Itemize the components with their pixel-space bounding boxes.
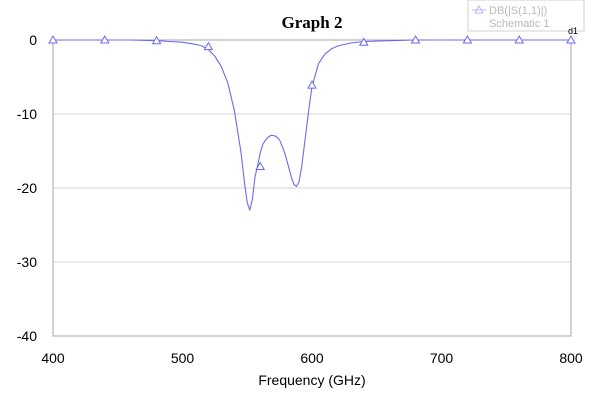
plot-frame bbox=[52, 39, 572, 337]
data-point-marker[interactable] bbox=[410, 34, 421, 44]
legend-series-name: DB(|S(1,1)|) bbox=[489, 5, 547, 17]
x-tick-label-4: 800 bbox=[559, 350, 583, 366]
data-point-marker[interactable] bbox=[99, 34, 110, 44]
y-tick-label-1: -10 bbox=[17, 106, 37, 122]
x-axis-label: Frequency (GHz) bbox=[258, 372, 365, 388]
legend[interactable]: DB(|S(1,1)|) Schematic 1 bbox=[467, 0, 585, 32]
marker-tag-d1: d1 bbox=[568, 26, 578, 36]
y-tick-label-3: -30 bbox=[17, 254, 37, 270]
data-point-marker[interactable] bbox=[307, 80, 317, 89]
y-tick-label-4: -40 bbox=[17, 328, 37, 344]
chart-title: Graph 2 bbox=[282, 13, 343, 32]
legend-box bbox=[467, 0, 585, 32]
x-tick-label-3: 700 bbox=[430, 350, 454, 366]
y-tick-label-0: 0 bbox=[29, 32, 37, 48]
x-tick-label-0: 400 bbox=[41, 350, 65, 366]
data-point-marker[interactable] bbox=[203, 41, 214, 51]
data-point-marker[interactable] bbox=[151, 35, 162, 45]
legend-marker-icon bbox=[474, 4, 484, 14]
data-point-marker[interactable] bbox=[358, 37, 369, 46]
data-point-marker[interactable] bbox=[462, 34, 473, 44]
y-tick-label-2: -20 bbox=[17, 180, 37, 196]
series-line-0[interactable] bbox=[53, 39, 571, 211]
x-tick-label-2: 600 bbox=[300, 350, 324, 366]
data-point-marker[interactable] bbox=[255, 161, 266, 171]
data-point-marker[interactable] bbox=[48, 34, 58, 44]
x-tick-label-1: 500 bbox=[171, 350, 195, 366]
legend-series-source: Schematic 1 bbox=[489, 18, 550, 30]
data-point-marker[interactable] bbox=[514, 34, 525, 44]
data-point-marker[interactable] bbox=[566, 34, 576, 44]
